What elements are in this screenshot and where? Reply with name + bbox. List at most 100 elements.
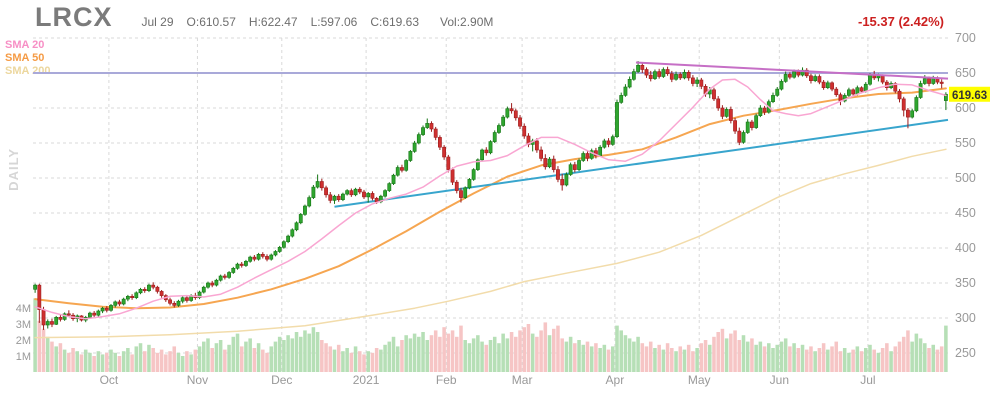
candle-body[interactable] (362, 191, 366, 198)
candle-body[interactable] (728, 109, 733, 121)
candle-body[interactable] (303, 205, 307, 215)
candle-body[interactable] (446, 156, 451, 170)
candle-body[interactable] (859, 87, 864, 92)
candle-body[interactable] (113, 301, 118, 306)
candle-body[interactable] (720, 107, 725, 117)
candle-body[interactable] (674, 74, 678, 80)
candle-body[interactable] (438, 137, 442, 148)
candle-body[interactable] (876, 75, 881, 79)
candle-body[interactable] (669, 73, 674, 80)
candle-body[interactable] (383, 190, 387, 197)
candle-body[interactable] (817, 76, 822, 83)
candle-body[interactable] (130, 295, 134, 298)
candle-body[interactable] (125, 295, 130, 300)
candle-body[interactable] (838, 94, 843, 102)
candle-body[interactable] (252, 256, 257, 260)
candle-body[interactable] (787, 74, 792, 78)
candle-body[interactable] (214, 279, 219, 286)
candle-body[interactable] (855, 87, 860, 95)
candle-body[interactable] (825, 82, 830, 89)
candle-body[interactable] (522, 125, 527, 137)
candle-body[interactable] (222, 275, 227, 278)
candle-body[interactable] (349, 190, 354, 196)
candle-body[interactable] (315, 181, 320, 188)
candle-body[interactable] (277, 247, 282, 252)
candle-body[interactable] (147, 284, 151, 292)
candle-body[interactable] (901, 98, 906, 111)
candle-body[interactable] (834, 88, 839, 95)
candle-body[interactable] (155, 286, 160, 292)
candle-body[interactable] (459, 190, 463, 198)
candle-body[interactable] (518, 117, 522, 127)
candle-body[interactable] (134, 292, 139, 298)
candle-body[interactable] (640, 65, 645, 70)
candle-body[interactable] (273, 251, 278, 256)
candle-body[interactable] (796, 71, 801, 76)
candle-body[interactable] (758, 107, 763, 116)
candle-body[interactable] (513, 110, 518, 119)
candle-body[interactable] (454, 181, 459, 191)
candle-body[interactable] (475, 159, 480, 170)
descending-resistance-trendline[interactable] (635, 61, 949, 80)
candle-body[interactable] (180, 297, 185, 302)
candle-body[interactable] (265, 256, 269, 260)
candle-body[interactable] (745, 121, 750, 133)
candle-body[interactable] (353, 188, 358, 196)
candle-body[interactable] (412, 142, 417, 152)
candle-body[interactable] (138, 288, 143, 294)
candle-body[interactable] (117, 301, 122, 305)
candle-body[interactable] (311, 186, 316, 198)
candle-body[interactable] (239, 263, 244, 266)
candle-body[interactable] (543, 158, 548, 168)
candle-body[interactable] (560, 179, 565, 186)
candle-body[interactable] (256, 254, 261, 260)
candle-body[interactable] (151, 284, 156, 288)
candle-body[interactable] (741, 132, 746, 143)
candle-body[interactable] (269, 254, 274, 260)
candle-body[interactable] (33, 284, 38, 290)
candle-body[interactable] (109, 305, 113, 311)
candle-body[interactable] (172, 302, 177, 306)
candle-body[interactable] (104, 307, 109, 311)
candle-body[interactable] (100, 307, 105, 312)
candle-body[interactable] (922, 78, 927, 84)
candle-body[interactable] (319, 181, 324, 189)
candle-body[interactable] (328, 194, 333, 201)
candle-body[interactable] (206, 282, 210, 288)
candle-body[interactable] (66, 313, 71, 316)
candle-body[interactable] (492, 132, 497, 142)
candle-body[interactable] (606, 140, 611, 145)
candle-body[interactable] (927, 78, 931, 84)
candle-body[interactable] (880, 75, 885, 83)
candle-body[interactable] (813, 76, 818, 81)
candle-body[interactable] (416, 134, 421, 144)
candle-body[interactable] (450, 169, 455, 183)
candle-body[interactable] (775, 88, 780, 96)
candle-body[interactable] (589, 150, 594, 159)
candle-body[interactable] (939, 81, 944, 84)
candle-body[interactable] (830, 82, 834, 90)
candle-body[interactable] (235, 263, 240, 269)
candle-body[interactable] (374, 198, 379, 203)
candle-body[interactable] (96, 310, 101, 316)
candle-body[interactable] (754, 115, 759, 128)
candle-body[interactable] (897, 90, 902, 100)
candle-body[interactable] (45, 321, 50, 326)
candle-body[interactable] (943, 93, 948, 101)
candle-body[interactable] (906, 109, 910, 118)
candle-body[interactable] (227, 272, 231, 278)
candle-body[interactable] (176, 300, 181, 306)
candle-body[interactable] (868, 74, 872, 85)
candle-body[interactable] (471, 169, 476, 180)
candle-body[interactable] (463, 187, 468, 198)
candle-body[interactable] (661, 69, 666, 77)
candle-body[interactable] (724, 109, 729, 117)
candle-body[interactable] (686, 72, 691, 79)
candle-body[interactable] (50, 321, 54, 325)
candle-body[interactable] (281, 241, 286, 248)
candle-body[interactable] (619, 95, 624, 103)
candle-body[interactable] (210, 282, 215, 286)
candle-body[interactable] (771, 95, 775, 103)
candle-body[interactable] (395, 167, 400, 176)
